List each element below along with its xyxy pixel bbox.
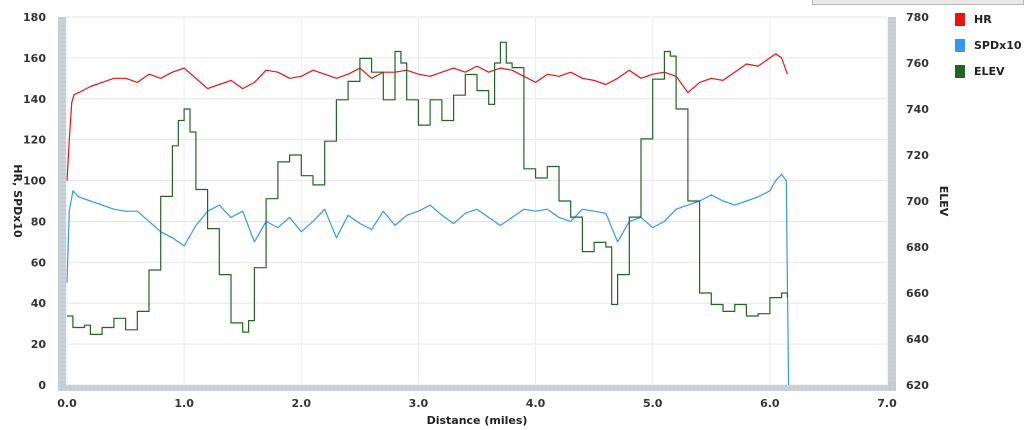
- y-left-tick-label: 180: [23, 11, 46, 24]
- x-tick-label: 3.0: [409, 397, 429, 410]
- x-axis-bar: [58, 385, 896, 391]
- y-left-tick-label: 20: [31, 338, 47, 351]
- y-left-tick-label: 80: [31, 215, 47, 228]
- legend-swatch-spdx10: [955, 39, 965, 52]
- y-axis-left-bar: [58, 17, 66, 385]
- x-tick-label: 6.0: [760, 397, 780, 410]
- legend-label-elev: ELEV: [974, 65, 1005, 78]
- y-right-tick-label: 780: [906, 11, 929, 24]
- y-right-tick-label: 760: [906, 57, 929, 70]
- x-axis-title: Distance (miles): [427, 414, 528, 427]
- y-left-tick-label: 100: [23, 175, 46, 188]
- x-tick-label: 2.0: [292, 397, 312, 410]
- y-left-tick-label: 40: [31, 297, 47, 310]
- y-left-tick-label: 140: [23, 93, 46, 106]
- x-tick-label: 7.0: [877, 397, 897, 410]
- legend-swatch-hr: [955, 13, 965, 26]
- y-right-tick-label: 700: [906, 195, 929, 208]
- y-right-tick-label: 720: [906, 149, 929, 162]
- x-tick-label: 5.0: [643, 397, 663, 410]
- y-axis-right-title: ELEV: [937, 186, 950, 217]
- y-axis-left-title: HR, SPDx10: [11, 164, 24, 238]
- y-right-tick-label: 740: [906, 103, 929, 116]
- legend-swatch-elev: [955, 65, 965, 78]
- y-left-tick-label: 0: [38, 379, 46, 392]
- y-right-tick-label: 660: [906, 287, 929, 300]
- plot-area: [67, 17, 887, 385]
- y-left-tick-label: 120: [23, 134, 46, 147]
- x-tick-label: 0.0: [57, 397, 77, 410]
- series-line-elev: [67, 41, 788, 335]
- x-tick-label: 4.0: [526, 397, 546, 410]
- y-axis-right-bar: [888, 17, 896, 385]
- legend-label-hr: HR: [974, 13, 992, 26]
- y-right-tick-label: 640: [906, 333, 929, 346]
- series-line-spdx10: [66, 173, 790, 386]
- legend-label-spdx10: SPDx10: [974, 39, 1022, 52]
- x-tick-label: 1.0: [174, 397, 194, 410]
- y-left-tick-label: 60: [31, 256, 47, 269]
- y-right-tick-label: 620: [906, 379, 929, 392]
- y-left-tick-label: 160: [23, 52, 46, 65]
- y-right-tick-label: 680: [906, 241, 929, 254]
